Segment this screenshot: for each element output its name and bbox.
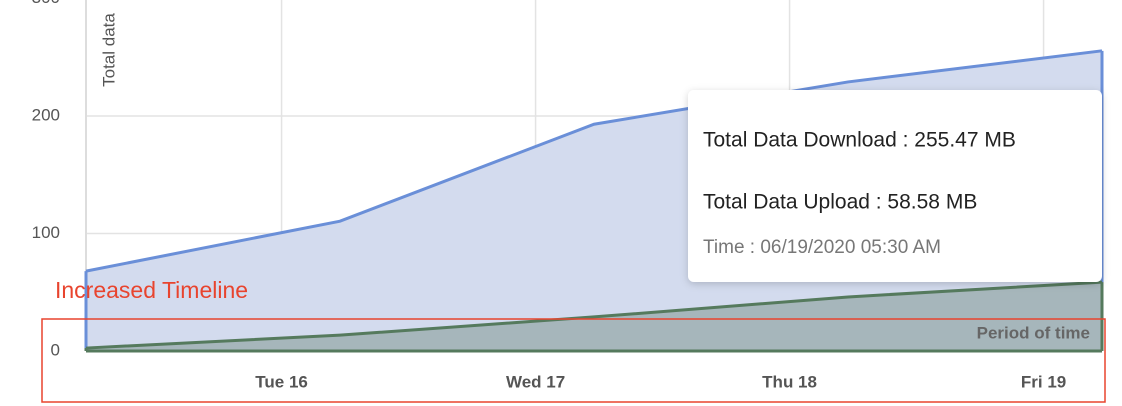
area-line — [85, 280, 1103, 350]
tooltip-time: Time : 06/19/2020 05:30 AM — [703, 237, 941, 258]
tooltip: Total Data Download : 255.47 MB Total Da… — [688, 90, 1102, 282]
highlight-box — [41, 318, 1106, 403]
y-tick-label: 200 — [32, 105, 60, 124]
x-tick-label: Tue 16 — [255, 372, 308, 391]
x-tick-label: Fri 19 — [1021, 372, 1066, 391]
area-fill — [86, 282, 1102, 351]
area-line — [85, 49, 1103, 273]
x-axis-label: Period of time — [977, 323, 1090, 342]
y-axis-label: Total data — [99, 13, 118, 87]
tooltip-box — [688, 90, 1102, 282]
y-tick-label: 300 — [32, 0, 60, 7]
tooltip-download: Total Data Download : 255.47 MB — [703, 129, 1016, 152]
x-tick-label: Thu 18 — [762, 372, 817, 391]
tooltip-upload: Total Data Upload : 58.58 MB — [703, 191, 977, 214]
y-tick-label: 100 — [32, 223, 60, 242]
x-tick-label: Wed 17 — [506, 372, 565, 391]
annotation: Increased Timeline — [55, 277, 248, 303]
y-tick-label: 0 — [51, 340, 60, 359]
